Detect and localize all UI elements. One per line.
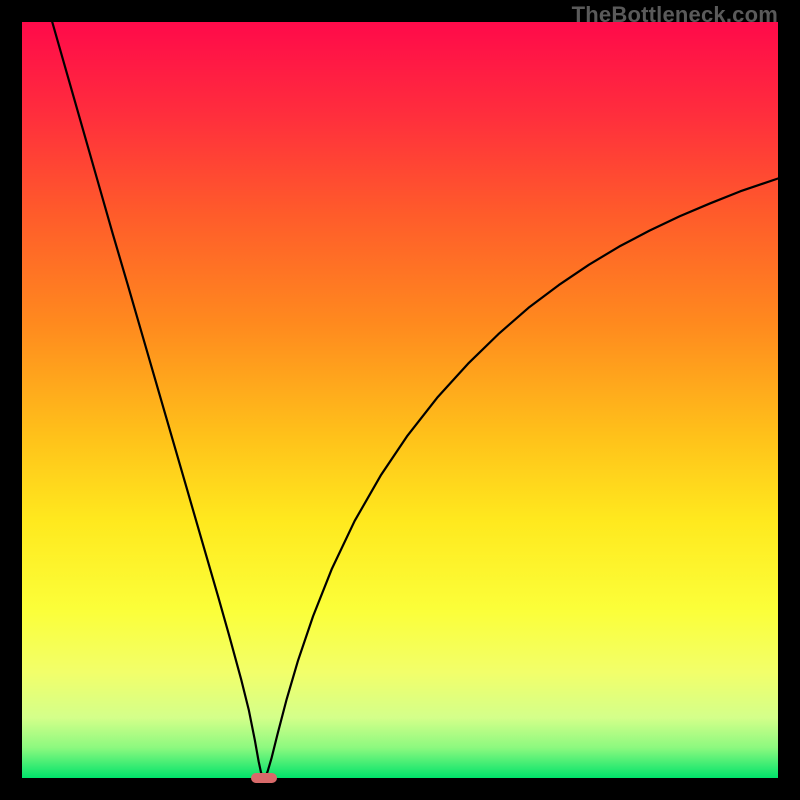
chart-svg (22, 22, 778, 778)
optimum-marker (251, 773, 277, 784)
chart-frame: TheBottleneck.com (0, 0, 800, 800)
gradient-background (22, 22, 778, 778)
watermark-label: TheBottleneck.com (572, 2, 778, 28)
plot-area (22, 22, 778, 778)
